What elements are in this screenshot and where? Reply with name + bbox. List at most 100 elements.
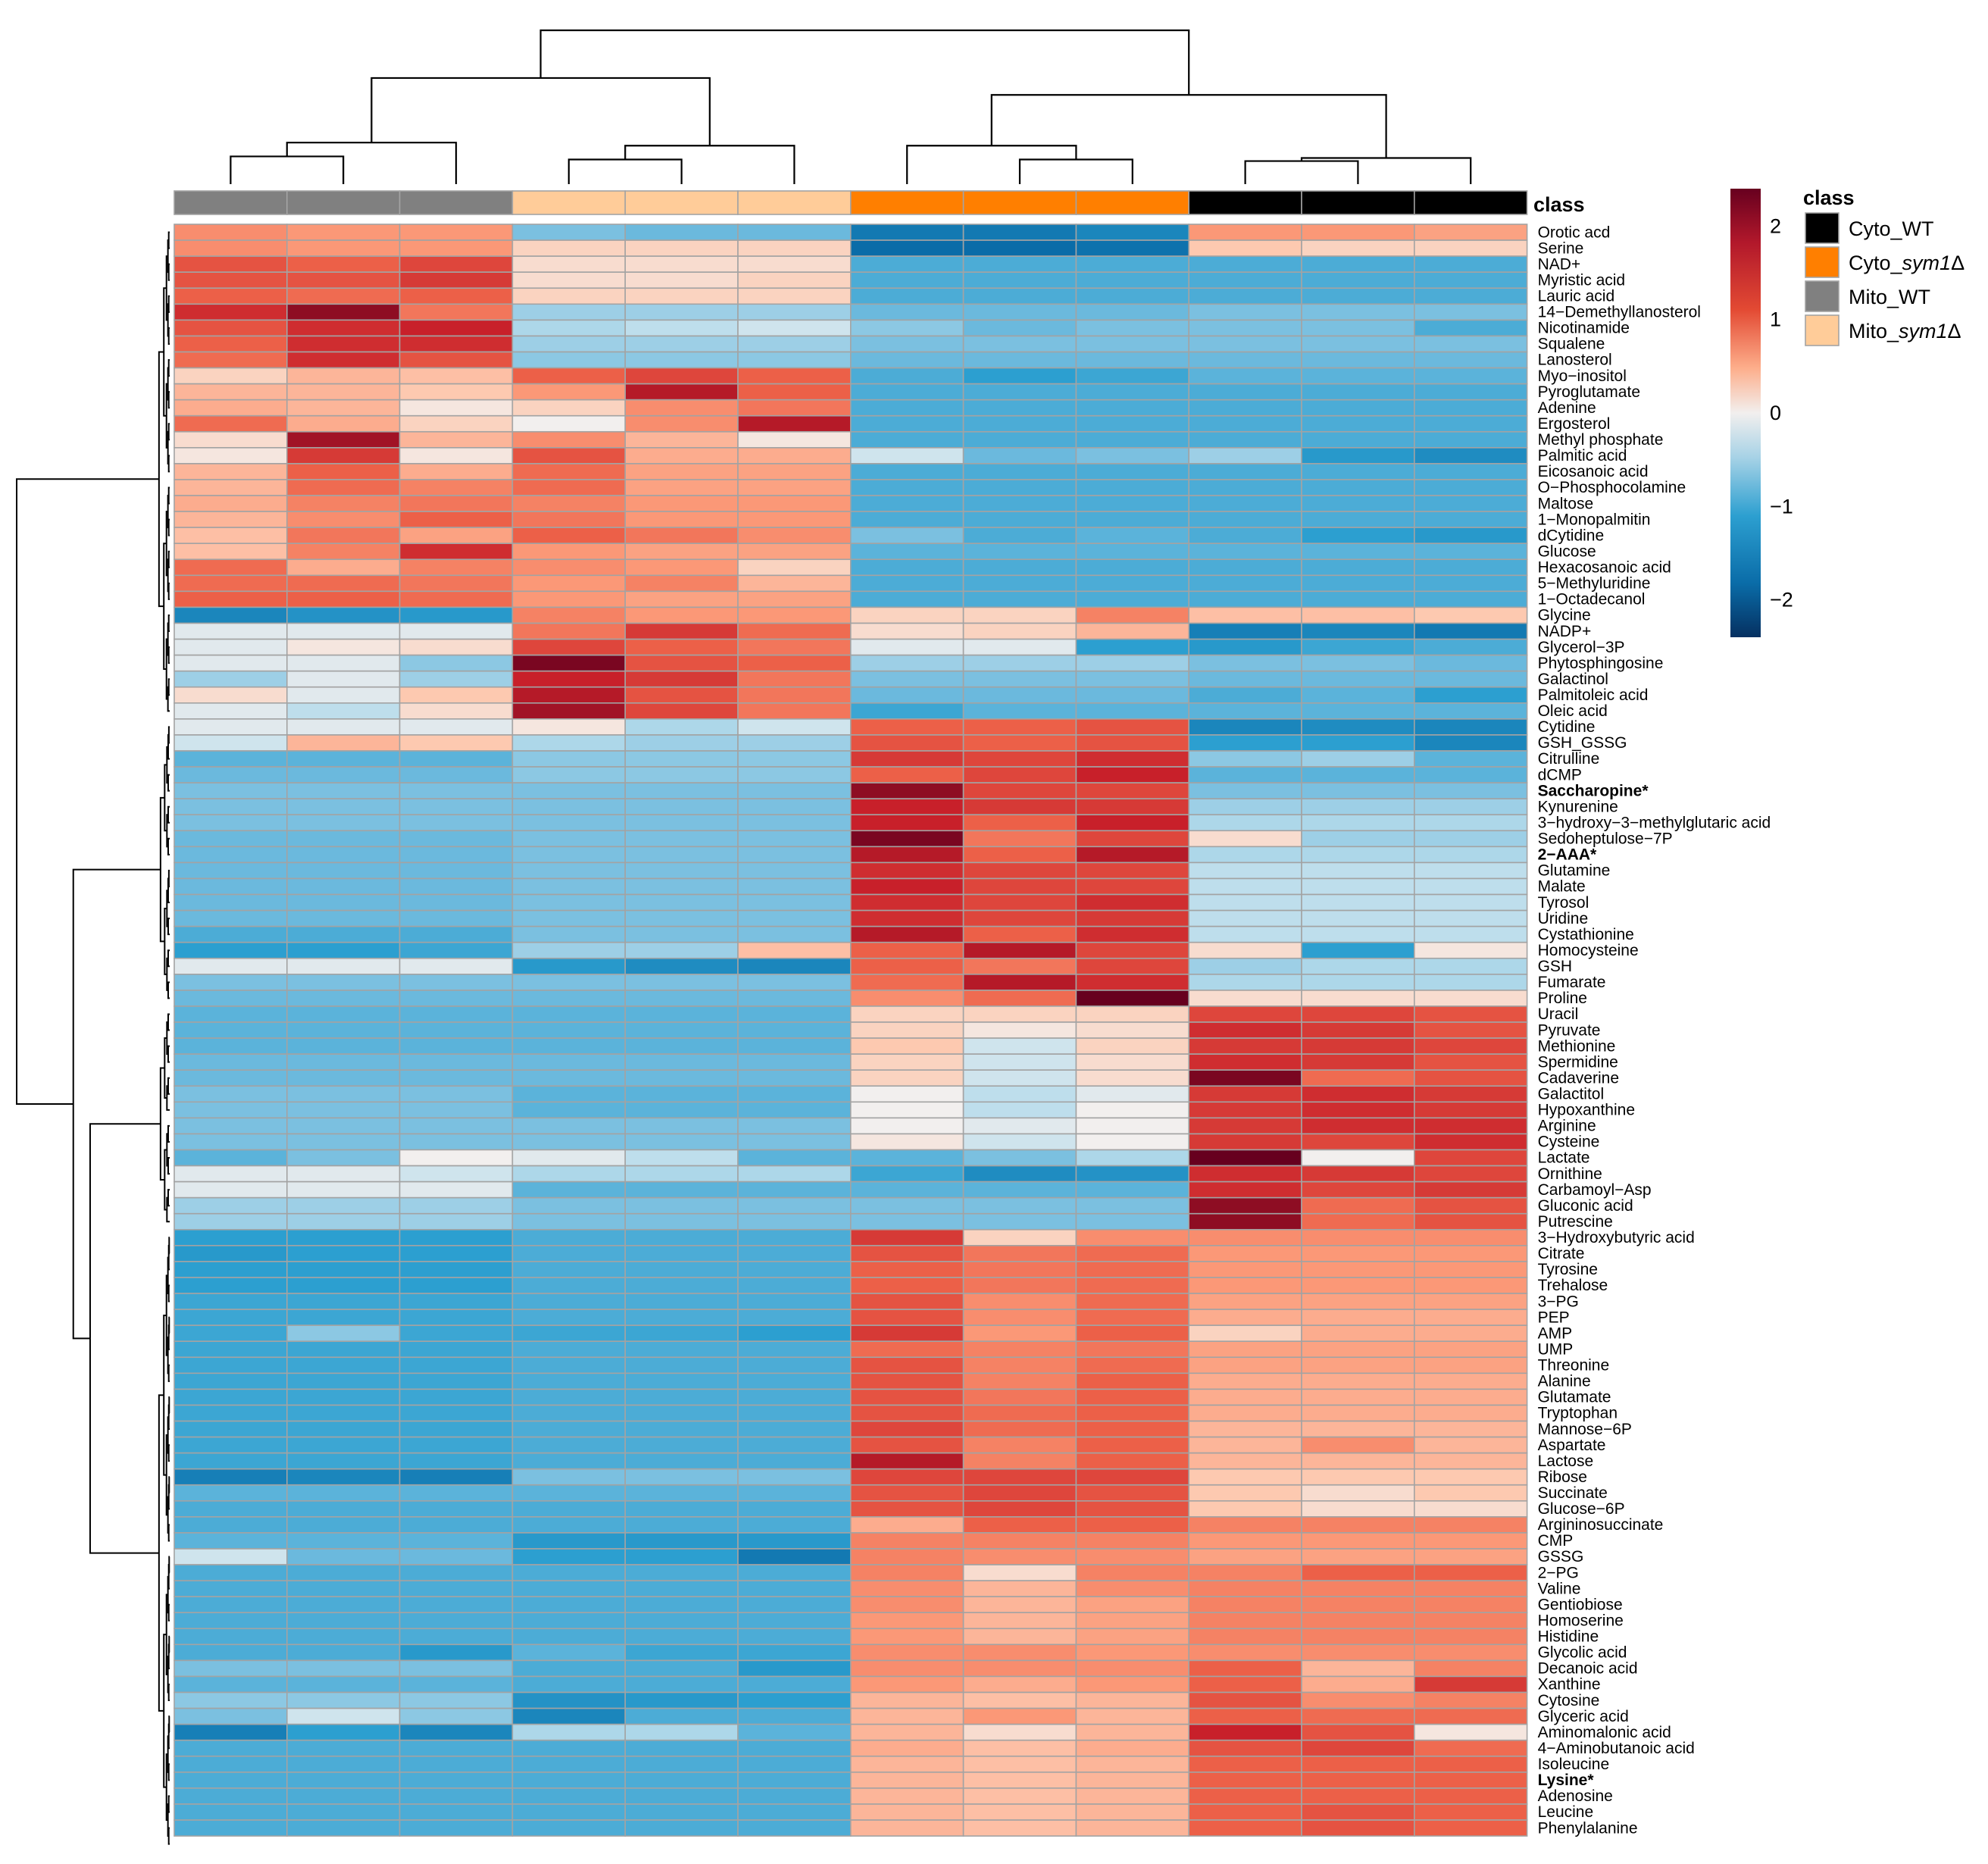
heatmap-cell (511, 1165, 627, 1183)
heatmap-cell (850, 1580, 964, 1597)
heatmap-cell (286, 511, 401, 528)
heatmap-cell (737, 399, 852, 417)
heatmap-cell (173, 1069, 288, 1087)
row-label: 1−Monopalmitin (1538, 511, 1651, 528)
heatmap-cell (624, 303, 739, 321)
heatmap-cell (850, 941, 964, 959)
heatmap-cell (1188, 527, 1302, 545)
heatmap-cell (173, 1803, 288, 1821)
heatmap-cell (1414, 1261, 1528, 1278)
heatmap-cell (737, 1228, 852, 1246)
heatmap-cell (286, 558, 401, 577)
heatmap-cell (1301, 1596, 1415, 1614)
heatmap-cell (511, 1803, 627, 1821)
row-label: Hexacosanoic acid (1538, 559, 1671, 577)
heatmap-cell (511, 239, 627, 257)
heatmap-cell (962, 766, 1077, 783)
heatmap-cell (1414, 1388, 1528, 1406)
dendrogram-branch (167, 837, 170, 855)
heatmap-cell (286, 430, 401, 449)
heatmap-cell (399, 957, 514, 975)
heatmap-cell (511, 1356, 627, 1375)
heatmap-cell (850, 1117, 964, 1135)
heatmap-cell (1301, 1787, 1415, 1805)
heatmap-cell (399, 814, 514, 832)
heatmap-cell (399, 1133, 514, 1151)
heatmap-cells (173, 224, 1528, 1837)
heatmap-cell (173, 511, 288, 528)
heatmap-cell (850, 1675, 964, 1694)
heatmap-cell (1414, 814, 1528, 832)
heatmap-cell (1188, 367, 1302, 385)
heatmap-cell (1075, 1181, 1190, 1199)
dendrogram-branch (167, 726, 170, 744)
heatmap-cell (286, 1037, 401, 1055)
heatmap-cell (1188, 1755, 1302, 1773)
heatmap-cell (624, 862, 739, 880)
row-label: Homoserine (1538, 1612, 1624, 1629)
class-legend: class Cyto_WT Cyto_sym1Δ Mito_WT Mito_sym1Δ (1803, 186, 1965, 346)
heatmap-cell (1414, 1293, 1528, 1310)
heatmap-cell (1188, 702, 1302, 720)
heatmap-cell (737, 1133, 852, 1151)
heatmap-cell (624, 1803, 739, 1821)
heatmap-cell (286, 893, 401, 912)
heatmap-cell (624, 1436, 739, 1454)
heatmap-cell (399, 1772, 514, 1789)
heatmap-cell (399, 1723, 514, 1741)
heatmap-cell (850, 414, 964, 433)
heatmap-cell (1188, 1309, 1302, 1326)
heatmap-cell (286, 1452, 401, 1470)
dendrogram-branch (165, 1593, 168, 1675)
heatmap-cell (737, 1436, 852, 1454)
heatmap-cell (399, 1787, 514, 1805)
heatmap-cell (286, 638, 401, 656)
heatmap-cell (850, 814, 964, 832)
dendrogram-branch (370, 77, 711, 146)
heatmap-cell (1075, 1069, 1190, 1087)
dendrogram-branch (166, 1021, 168, 1056)
heatmap-cell (1188, 1644, 1302, 1662)
heatmap-cell (1414, 990, 1528, 1007)
heatmap-cell (1414, 782, 1528, 799)
heatmap-cell (850, 1212, 964, 1231)
dendrogram-branch (167, 558, 169, 593)
heatmap-cell (511, 1340, 627, 1359)
heatmap-cell (399, 1212, 514, 1231)
heatmap-cell (1075, 798, 1190, 816)
dendrogram-branch (167, 877, 170, 904)
heatmap-cell (737, 974, 852, 991)
heatmap-cell (850, 925, 964, 943)
row-label: UMP (1538, 1340, 1574, 1358)
heatmap-cell (1075, 1021, 1190, 1039)
heatmap-cell (962, 1691, 1077, 1709)
row-label: Myo−inositol (1538, 367, 1627, 385)
heatmap-cell (511, 1085, 627, 1103)
heatmap-cell (173, 686, 288, 704)
class-annotation-cell (850, 190, 964, 215)
heatmap-cell (173, 463, 288, 480)
heatmap-cell (511, 1452, 627, 1470)
heatmap-cell (511, 990, 627, 1007)
heatmap-cell (624, 1596, 739, 1614)
row-label: GSSG (1538, 1548, 1584, 1565)
heatmap-cell (1075, 271, 1190, 289)
heatmap-cell (399, 1404, 514, 1422)
heatmap-cell (399, 1069, 514, 1087)
heatmap-cell (1414, 1212, 1528, 1231)
heatmap-cell (399, 1612, 514, 1630)
heatmap-cell (962, 1580, 1077, 1597)
heatmap-cell (511, 909, 627, 927)
dendrogram-branch (166, 1133, 168, 1167)
heatmap-cell (624, 909, 739, 927)
heatmap-cell (850, 1309, 964, 1326)
heatmap-cell (173, 255, 288, 273)
heatmap-cell (737, 335, 852, 353)
heatmap-cell (1075, 654, 1190, 672)
heatmap-cell (399, 527, 514, 545)
heatmap-cell (1414, 686, 1528, 704)
heatmap-cell (737, 1500, 852, 1518)
heatmap-cell (1414, 527, 1528, 545)
heatmap-cell (286, 1644, 401, 1662)
heatmap-cell (1075, 1532, 1190, 1550)
